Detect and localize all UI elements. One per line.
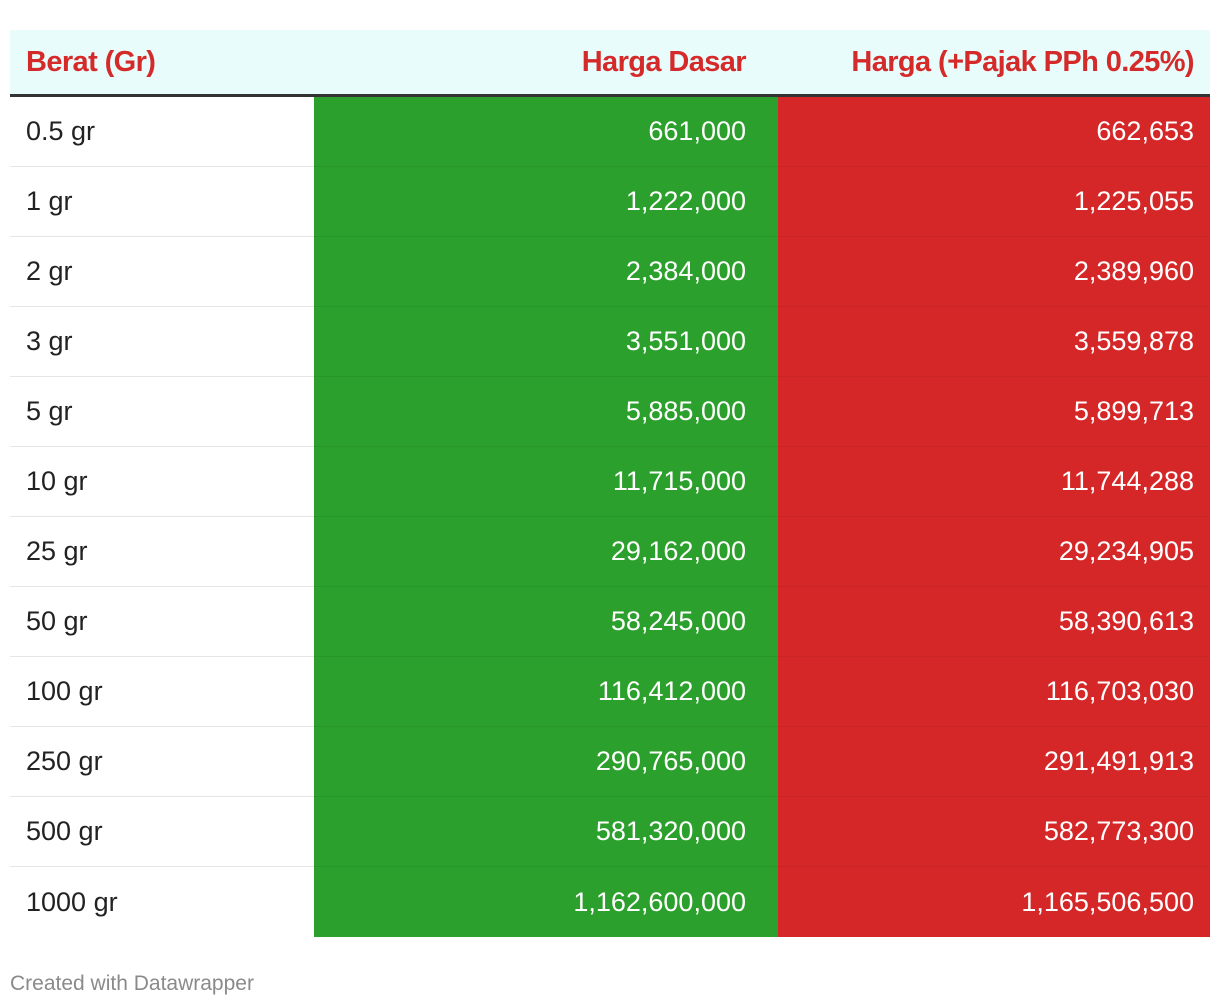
cell-harga-dasar: 58,245,000	[314, 587, 778, 657]
cell-berat: 1 gr	[10, 167, 314, 237]
cell-berat: 10 gr	[10, 447, 314, 517]
table-row: 3 gr 3,551,000 3,559,878	[10, 307, 1210, 377]
cell-harga-dasar: 661,000	[314, 97, 778, 167]
cell-harga-pajak: 29,234,905	[778, 517, 1210, 587]
cell-harga-pajak: 58,390,613	[778, 587, 1210, 657]
table-row: 50 gr 58,245,000 58,390,613	[10, 587, 1210, 657]
table-row: 2 gr 2,384,000 2,389,960	[10, 237, 1210, 307]
cell-berat: 500 gr	[10, 797, 314, 867]
cell-harga-dasar: 1,162,600,000	[314, 867, 778, 937]
cell-berat: 50 gr	[10, 587, 314, 657]
cell-harga-pajak: 3,559,878	[778, 307, 1210, 377]
cell-berat: 5 gr	[10, 377, 314, 447]
table-row: 1000 gr 1,162,600,000 1,165,506,500	[10, 867, 1210, 937]
table-row: 0.5 gr 661,000 662,653	[10, 97, 1210, 167]
cell-harga-pajak: 11,744,288	[778, 447, 1210, 517]
cell-harga-pajak: 582,773,300	[778, 797, 1210, 867]
table-row: 10 gr 11,715,000 11,744,288	[10, 447, 1210, 517]
cell-berat: 3 gr	[10, 307, 314, 377]
cell-harga-dasar: 3,551,000	[314, 307, 778, 377]
table-row: 250 gr 290,765,000 291,491,913	[10, 727, 1210, 797]
table-row: 100 gr 116,412,000 116,703,030	[10, 657, 1210, 727]
cell-harga-dasar: 5,885,000	[314, 377, 778, 447]
cell-harga-pajak: 1,225,055	[778, 167, 1210, 237]
table-row: 25 gr 29,162,000 29,234,905	[10, 517, 1210, 587]
cell-harga-dasar: 1,222,000	[314, 167, 778, 237]
cell-harga-dasar: 581,320,000	[314, 797, 778, 867]
table-row: 1 gr 1,222,000 1,225,055	[10, 167, 1210, 237]
price-table: Berat (Gr) Harga Dasar Harga (+Pajak PPh…	[10, 30, 1210, 937]
cell-harga-dasar: 11,715,000	[314, 447, 778, 517]
table-row: 5 gr 5,885,000 5,899,713	[10, 377, 1210, 447]
cell-harga-pajak: 291,491,913	[778, 727, 1210, 797]
cell-berat: 250 gr	[10, 727, 314, 797]
cell-berat: 100 gr	[10, 657, 314, 727]
cell-berat: 25 gr	[10, 517, 314, 587]
table-header: Berat (Gr) Harga Dasar Harga (+Pajak PPh…	[10, 30, 1210, 97]
header-berat: Berat (Gr)	[26, 45, 156, 78]
cell-harga-pajak: 662,653	[778, 97, 1210, 167]
cell-harga-pajak: 5,899,713	[778, 377, 1210, 447]
cell-berat: 1000 gr	[26, 886, 118, 917]
cell-harga-dasar: 2,384,000	[314, 237, 778, 307]
table-body: 0.5 gr 661,000 662,653 1 gr 1,222,000 1,225,0…	[10, 97, 1210, 937]
cell-harga-pajak: 116,703,030	[778, 657, 1210, 727]
cell-harga-dasar: 116,412,000	[314, 657, 778, 727]
table-row: 500 gr 581,320,000 582,773,300	[10, 797, 1210, 867]
datawrapper-credit: Created with Datawrapper	[10, 972, 254, 995]
cell-harga-pajak: 1,165,506,500	[778, 867, 1210, 937]
cell-berat: 2 gr	[10, 237, 314, 307]
cell-berat: 0.5 gr	[10, 97, 314, 167]
cell-harga-dasar: 290,765,000	[314, 727, 778, 797]
cell-harga-dasar: 29,162,000	[314, 517, 778, 587]
header-harga-pajak: Harga (+Pajak PPh 0.25%)	[851, 45, 1194, 78]
cell-harga-pajak: 2,389,960	[778, 237, 1210, 307]
header-harga-dasar: Harga Dasar	[581, 45, 747, 78]
